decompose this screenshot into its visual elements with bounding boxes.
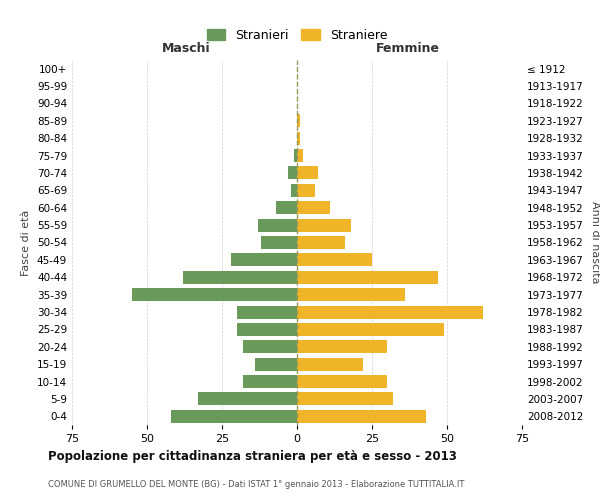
Bar <box>258 218 297 232</box>
Bar <box>297 132 300 144</box>
Bar <box>297 340 387 353</box>
Bar <box>243 375 297 388</box>
Bar <box>297 392 393 406</box>
Bar <box>243 340 297 353</box>
Bar <box>297 288 405 301</box>
Bar <box>297 306 483 318</box>
Bar <box>291 184 297 197</box>
Bar <box>297 218 351 232</box>
Bar <box>297 201 330 214</box>
Bar <box>297 236 345 249</box>
Bar <box>297 254 372 266</box>
Bar <box>297 323 444 336</box>
Text: COMUNE DI GRUMELLO DEL MONTE (BG) - Dati ISTAT 1° gennaio 2013 - Elaborazione TU: COMUNE DI GRUMELLO DEL MONTE (BG) - Dati… <box>48 480 464 489</box>
Bar <box>183 270 297 284</box>
Bar <box>132 288 297 301</box>
Bar <box>288 166 297 179</box>
Text: Femmine: Femmine <box>376 42 440 55</box>
Bar <box>297 149 303 162</box>
Bar <box>297 410 426 423</box>
Bar <box>297 114 300 128</box>
Bar <box>237 323 297 336</box>
Bar <box>171 410 297 423</box>
Bar <box>297 270 438 284</box>
Bar <box>297 358 363 370</box>
Bar <box>237 306 297 318</box>
Y-axis label: Fasce di età: Fasce di età <box>22 210 31 276</box>
Legend: Stranieri, Straniere: Stranieri, Straniere <box>200 22 394 48</box>
Bar <box>255 358 297 370</box>
Bar <box>297 184 315 197</box>
Bar <box>276 201 297 214</box>
Y-axis label: Anni di nascita: Anni di nascita <box>590 201 600 284</box>
Bar <box>297 375 387 388</box>
Text: Popolazione per cittadinanza straniera per età e sesso - 2013: Popolazione per cittadinanza straniera p… <box>48 450 457 463</box>
Text: Maschi: Maschi <box>161 42 211 55</box>
Bar <box>297 166 318 179</box>
Bar <box>231 254 297 266</box>
Bar <box>294 149 297 162</box>
Bar <box>198 392 297 406</box>
Bar <box>261 236 297 249</box>
